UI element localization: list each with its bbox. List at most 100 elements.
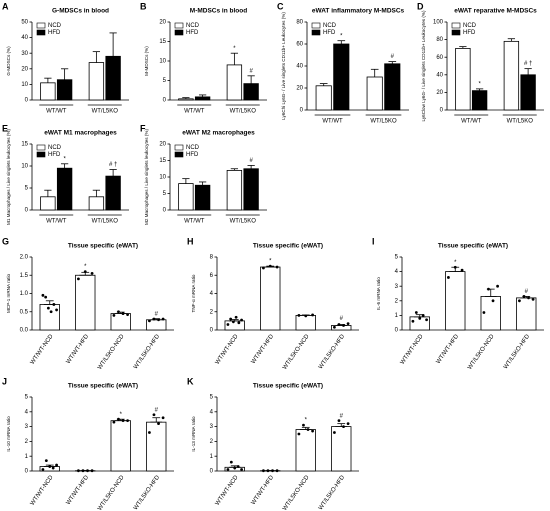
panel-letter: A: [2, 1, 9, 11]
y-tick-label: 20: [159, 20, 166, 26]
y-axis-label: IL-6 mRNA ratio: [376, 277, 381, 310]
bar: [56, 79, 73, 101]
bar: [333, 43, 350, 111]
data-point: [234, 315, 238, 319]
error-bar: [182, 178, 190, 184]
bar: [178, 98, 194, 101]
legend-label: NCD: [48, 23, 62, 29]
data-point: [482, 311, 486, 314]
data-point: [46, 306, 50, 310]
error-bar: [451, 266, 460, 272]
x-tick-label: WT/L5KO-HFD: [503, 333, 532, 370]
annotation: *: [63, 156, 66, 162]
error-bar: [198, 94, 207, 97]
error-bar: [45, 464, 54, 467]
data-point: [460, 268, 464, 272]
data-point: [311, 429, 314, 433]
y-tick-label: 4: [395, 269, 399, 275]
data-point: [226, 468, 230, 471]
y-axis-label: M1 Macrophages / Live singlets leukocyte…: [6, 129, 11, 225]
y-tick-label: 0: [25, 469, 29, 475]
legend-label: NCD: [186, 145, 200, 151]
data-point: [425, 318, 428, 322]
y-tick-label: 5: [25, 395, 29, 401]
data-point: [152, 413, 156, 417]
data-point: [531, 297, 535, 301]
data-point: [411, 319, 415, 323]
bar: [194, 96, 211, 101]
annotation: *: [305, 418, 308, 424]
panel-title: eWAT reparative M-MDSCs: [454, 8, 537, 15]
error-bar: [247, 75, 255, 84]
y-tick-label: 0: [210, 328, 214, 334]
panel-title: eWAT M1 macrophages: [44, 130, 117, 137]
y-tick-label: 3: [395, 284, 399, 290]
data-point: [275, 469, 279, 473]
legend-label: HFD: [186, 152, 199, 158]
y-tick-label: 4: [210, 409, 214, 415]
y-axis-label: G-MDSCs (%): [6, 46, 11, 76]
bar: [110, 420, 131, 472]
data-point: [337, 419, 341, 423]
data-point: [51, 466, 55, 470]
y-tick-label: 0: [163, 208, 167, 214]
legend-swatch: [36, 29, 46, 36]
y-tick-label: 0: [163, 98, 167, 104]
error-bar: [116, 311, 125, 314]
panel-letter: E: [2, 123, 8, 133]
y-tick-label: 4: [210, 291, 214, 297]
y-tick-label: 60: [296, 42, 303, 48]
y-tick-label: 1: [395, 313, 399, 319]
y-tick-label: 0: [210, 469, 214, 475]
y-axis-label: Ly6Chi Ly6G- / Live singlets CD11b+ Leuk…: [281, 12, 286, 120]
annotation: #: [525, 289, 529, 295]
data-point: [77, 469, 80, 473]
bar: [226, 64, 243, 101]
data-point: [302, 423, 305, 427]
panel-title: Tissue specific (eWAT): [68, 243, 138, 250]
error-bar: [152, 417, 161, 423]
x-tick-label: WT/L5KO-NCD: [97, 333, 126, 371]
error-bar: [337, 423, 346, 427]
data-point: [157, 422, 160, 426]
x-tick-label: WT/WT: [184, 109, 205, 115]
y-tick-label: 5: [395, 255, 399, 261]
data-point: [44, 295, 48, 299]
data-point: [49, 310, 53, 314]
panel-letter: F: [140, 123, 146, 133]
panel-title: eWAT inflammatory M-MDSCs: [312, 8, 405, 15]
y-axis-label: Ly6Clow Ly6G- / Live singlets CD11b+ Leu…: [421, 10, 426, 121]
annotation: *: [478, 81, 481, 87]
bar: [471, 90, 488, 111]
y-tick-label: 0: [395, 328, 399, 334]
x-tick-label: WT/WT-NCD: [30, 333, 55, 366]
y-tick-label: 5: [210, 395, 214, 401]
panel-letter: K: [187, 376, 194, 386]
x-tick-label: WT/L5KO-HFD: [133, 333, 162, 370]
bar: [88, 196, 105, 211]
y-tick-label: 3: [210, 424, 214, 430]
x-tick-label: WT/WT-HFD: [436, 333, 461, 365]
x-tick-label: WT/L5KO: [92, 109, 119, 115]
bar: [88, 62, 105, 101]
y-tick-label: 2: [25, 439, 29, 445]
x-tick-label: WT/WT: [46, 109, 67, 115]
legend-swatch: [311, 22, 321, 29]
y-tick-label: 40: [21, 35, 28, 41]
data-point: [346, 422, 350, 426]
data-point: [262, 266, 265, 270]
error-bar: [230, 168, 239, 171]
y-tick-label: 0.5: [20, 309, 29, 315]
error-bar: [337, 40, 346, 44]
annotation: #: [249, 68, 253, 74]
y-tick-label: 2: [210, 309, 214, 315]
error-bar: [230, 52, 239, 65]
panel-title: Tissue specific (eWAT): [438, 243, 508, 250]
panel-letter: D: [417, 1, 424, 11]
y-tick-label: 50: [21, 20, 28, 26]
data-point: [90, 272, 94, 275]
y-tick-label: 5: [163, 78, 167, 84]
legend-swatch: [174, 151, 184, 158]
annotation: #: [155, 311, 159, 317]
